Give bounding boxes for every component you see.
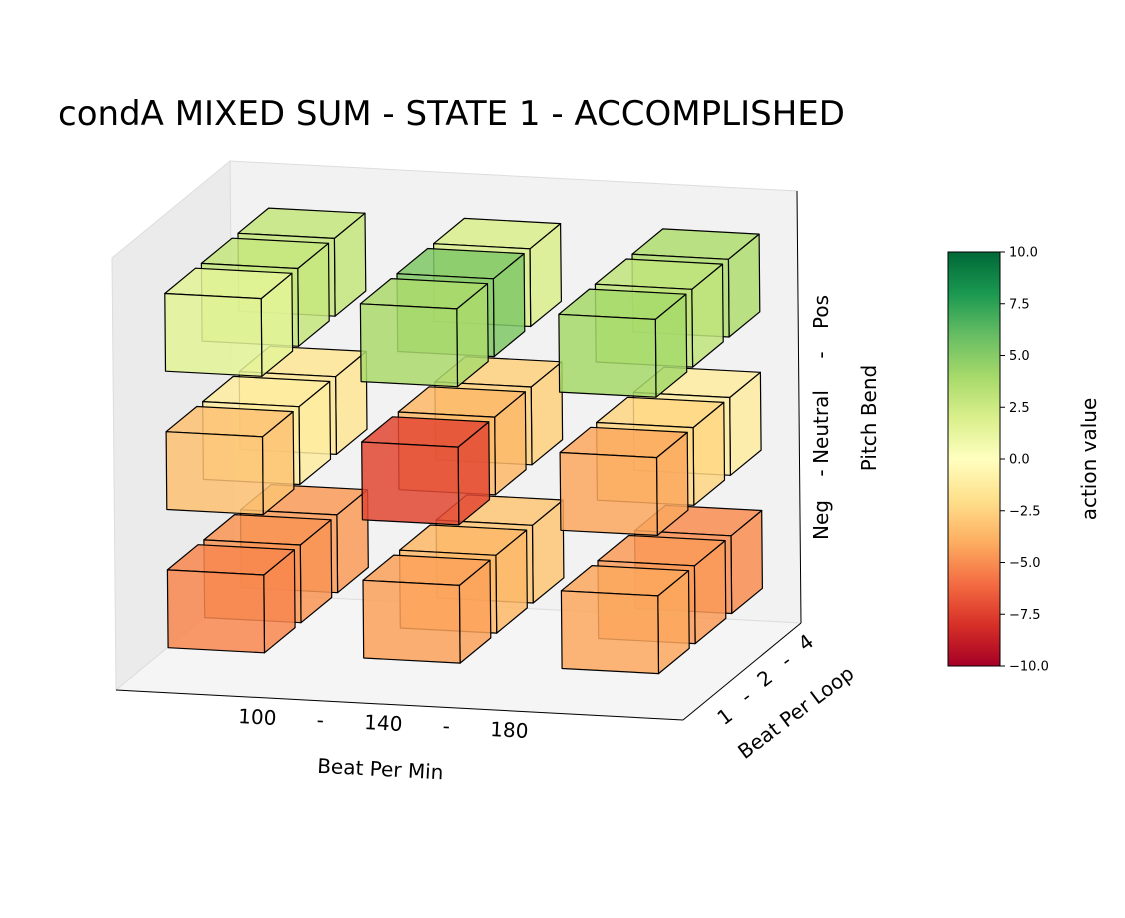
- z-tick-label: -: [809, 469, 833, 476]
- x-tick-label: 100: [238, 704, 277, 730]
- cube-100-1-neg: [166, 544, 296, 654]
- colorbar-tick-label: −7.5: [1009, 608, 1041, 623]
- x-tick-label: 140: [364, 710, 403, 736]
- x-axis-label: Beat Per Min: [317, 754, 444, 785]
- z-tick-label: -: [809, 351, 833, 358]
- y-tick-label: -: [736, 685, 756, 709]
- colorbar-tick-label: −10.0: [1009, 660, 1049, 675]
- y-axis-label: Beat Per Loop: [733, 661, 858, 764]
- colorbar-ticks: 10.0 7.5 5.0 2.5 0.0 −2.5 −5.0 −7.5 −10.0: [1000, 246, 1049, 675]
- colorbar-tick-label: 0.0: [1009, 453, 1030, 468]
- cube-140-1-pos: [359, 278, 489, 388]
- cube-180-1-neg: [560, 564, 690, 675]
- cube-100-1-pos: [164, 267, 294, 377]
- axis-line: [682, 622, 802, 721]
- chart-title: condA MIXED SUM - STATE 1 - ACCOMPLISHED: [58, 94, 845, 134]
- z-tick-label: Neutral: [809, 390, 833, 464]
- bars-group: [164, 207, 764, 675]
- y-tick-label: -: [776, 649, 796, 673]
- y-tick-label: 2: [752, 665, 777, 692]
- z-tick-label: Pos: [809, 295, 833, 329]
- x-tick-label: -: [442, 714, 450, 738]
- z-axis-label: Pitch Bend: [857, 365, 881, 471]
- colorbar-tick-label: 7.5: [1009, 297, 1030, 312]
- cube-180-1-neutral: [559, 426, 689, 537]
- colorbar-tick-label: −5.0: [1009, 556, 1041, 571]
- x-tick-label: 180: [490, 717, 529, 743]
- colorbar-tick-label: 2.5: [1009, 401, 1030, 416]
- colorbar-rect: [947, 251, 1001, 667]
- colorbar-tick-label: 10.0: [1009, 246, 1038, 261]
- z-tick-label: Neg: [809, 500, 833, 540]
- y-tick-label: 4: [793, 629, 818, 656]
- y-tick-label: 1: [712, 703, 737, 730]
- cube-100-1-neutral: [165, 405, 295, 516]
- colorbar-tick-label: −2.5: [1009, 504, 1041, 519]
- axis-line: [115, 689, 684, 721]
- cube-140-1-neutral: [361, 416, 491, 526]
- colorbar-label: action value: [1077, 398, 1101, 521]
- colorbar-tick-label: 5.0: [1009, 349, 1030, 364]
- axis-line: [796, 190, 802, 624]
- colorbar: 10.0 7.5 5.0 2.5 0.0 −2.5 −5.0 −7.5 −10.0: [947, 246, 1049, 675]
- x-tick-label: -: [316, 708, 324, 732]
- cube-140-1-neg: [362, 554, 492, 664]
- cube-180-1-pos: [558, 288, 688, 398]
